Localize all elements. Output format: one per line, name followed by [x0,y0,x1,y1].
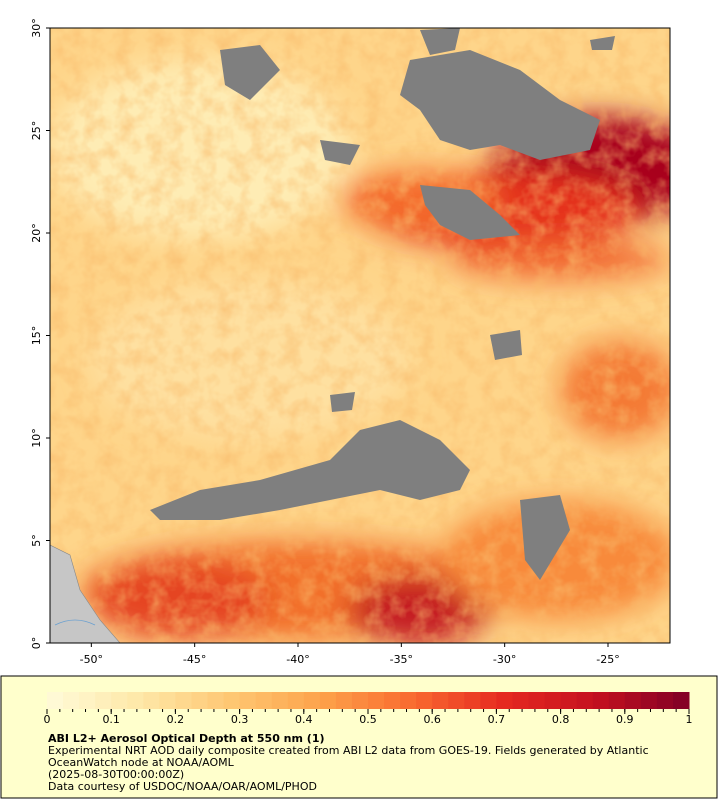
caption-line: OceanWatch node at NOAA/AOML [48,756,235,769]
colorbar-segment [271,692,289,709]
colorbar-segment [624,692,642,709]
x-tick-label: -35° [390,653,413,666]
colorbar-tick-label: 0.4 [295,713,313,726]
colorbar-segment [351,692,369,709]
colorbar-segment [496,692,513,709]
colorbar-segment [79,692,96,709]
colorbar-segment [448,692,465,709]
caption-line: Experimental NRT AOD daily composite cre… [48,744,649,757]
colorbar-segment [560,692,578,709]
colorbar-tick-label: 0.9 [616,713,634,726]
colorbar-tick-label: 0.7 [488,713,506,726]
colorbar-tick-label: 0 [44,713,51,726]
y-tick-label: 30° [30,18,43,38]
colorbar-segment [127,692,144,709]
colorbar-segment [47,692,64,709]
colorbar-segment [111,692,128,709]
colorbar-segment [319,692,337,709]
caption-line: (2025-08-30T00:00:00Z) [48,768,184,781]
colorbar-segment [191,692,208,709]
colorbar-segment [416,692,433,709]
colorbar-segment [432,692,449,709]
y-tick-label: 25° [30,121,43,141]
colorbar-segment [175,692,192,709]
colorbar-segment [223,692,241,709]
colorbar-tick-label: 0.1 [102,713,120,726]
colorbar-tick-label: 0.2 [167,713,185,726]
x-tick-label: -25° [596,653,619,666]
y-tick-label: 20° [30,223,43,243]
colorbar-segment [464,692,481,709]
colorbar-segment [207,692,225,709]
y-tick-label: 10° [30,428,43,448]
colorbar-segment [368,692,385,709]
colorbar-segment [255,692,273,709]
colorbar-segment [480,692,497,709]
colorbar-segment [512,692,529,709]
colorbar-segment [544,692,562,709]
y-tick-label: 0° [30,637,43,650]
x-tick-label: -45° [183,653,206,666]
x-tick-label: -30° [493,653,516,666]
colorbar-segment [656,692,674,709]
colorbar-segment [672,692,690,709]
colorbar-tick-label: 0.5 [359,713,377,726]
x-tick-label: -50° [80,653,103,666]
y-tick-label: 5° [30,534,43,547]
aod-field [50,28,670,643]
colorbar-segment [576,692,594,709]
colorbar-segment [63,692,80,709]
title: ABI L2+ Aerosol Optical Depth at 550 nm … [48,732,325,745]
colorbar-segment [400,692,417,709]
colorbar-segment [384,692,401,709]
colorbar-segment [287,692,305,709]
colorbar-segment [528,692,546,709]
colorbar-segment [239,692,257,709]
colorbar-segment [143,692,160,709]
colorbar-segment [95,692,112,709]
colorbar-tick-label: 0.8 [552,713,570,726]
colorbar-tick-label: 1 [686,713,693,726]
y-tick-label: 15° [30,326,43,346]
colorbar-segment [335,692,353,709]
caption-line: Data courtesy of USDOC/NOAA/OAR/AOML/PHO… [48,780,317,793]
colorbar-tick-label: 0.6 [423,713,441,726]
x-tick-label: -40° [286,653,309,666]
colorbar-segment [608,692,626,709]
colorbar-segment [640,692,658,709]
colorbar-segment [159,692,176,709]
colorbar-segment [303,692,321,709]
colorbar-tick-label: 0.3 [231,713,249,726]
colorbar-segment [592,692,610,709]
